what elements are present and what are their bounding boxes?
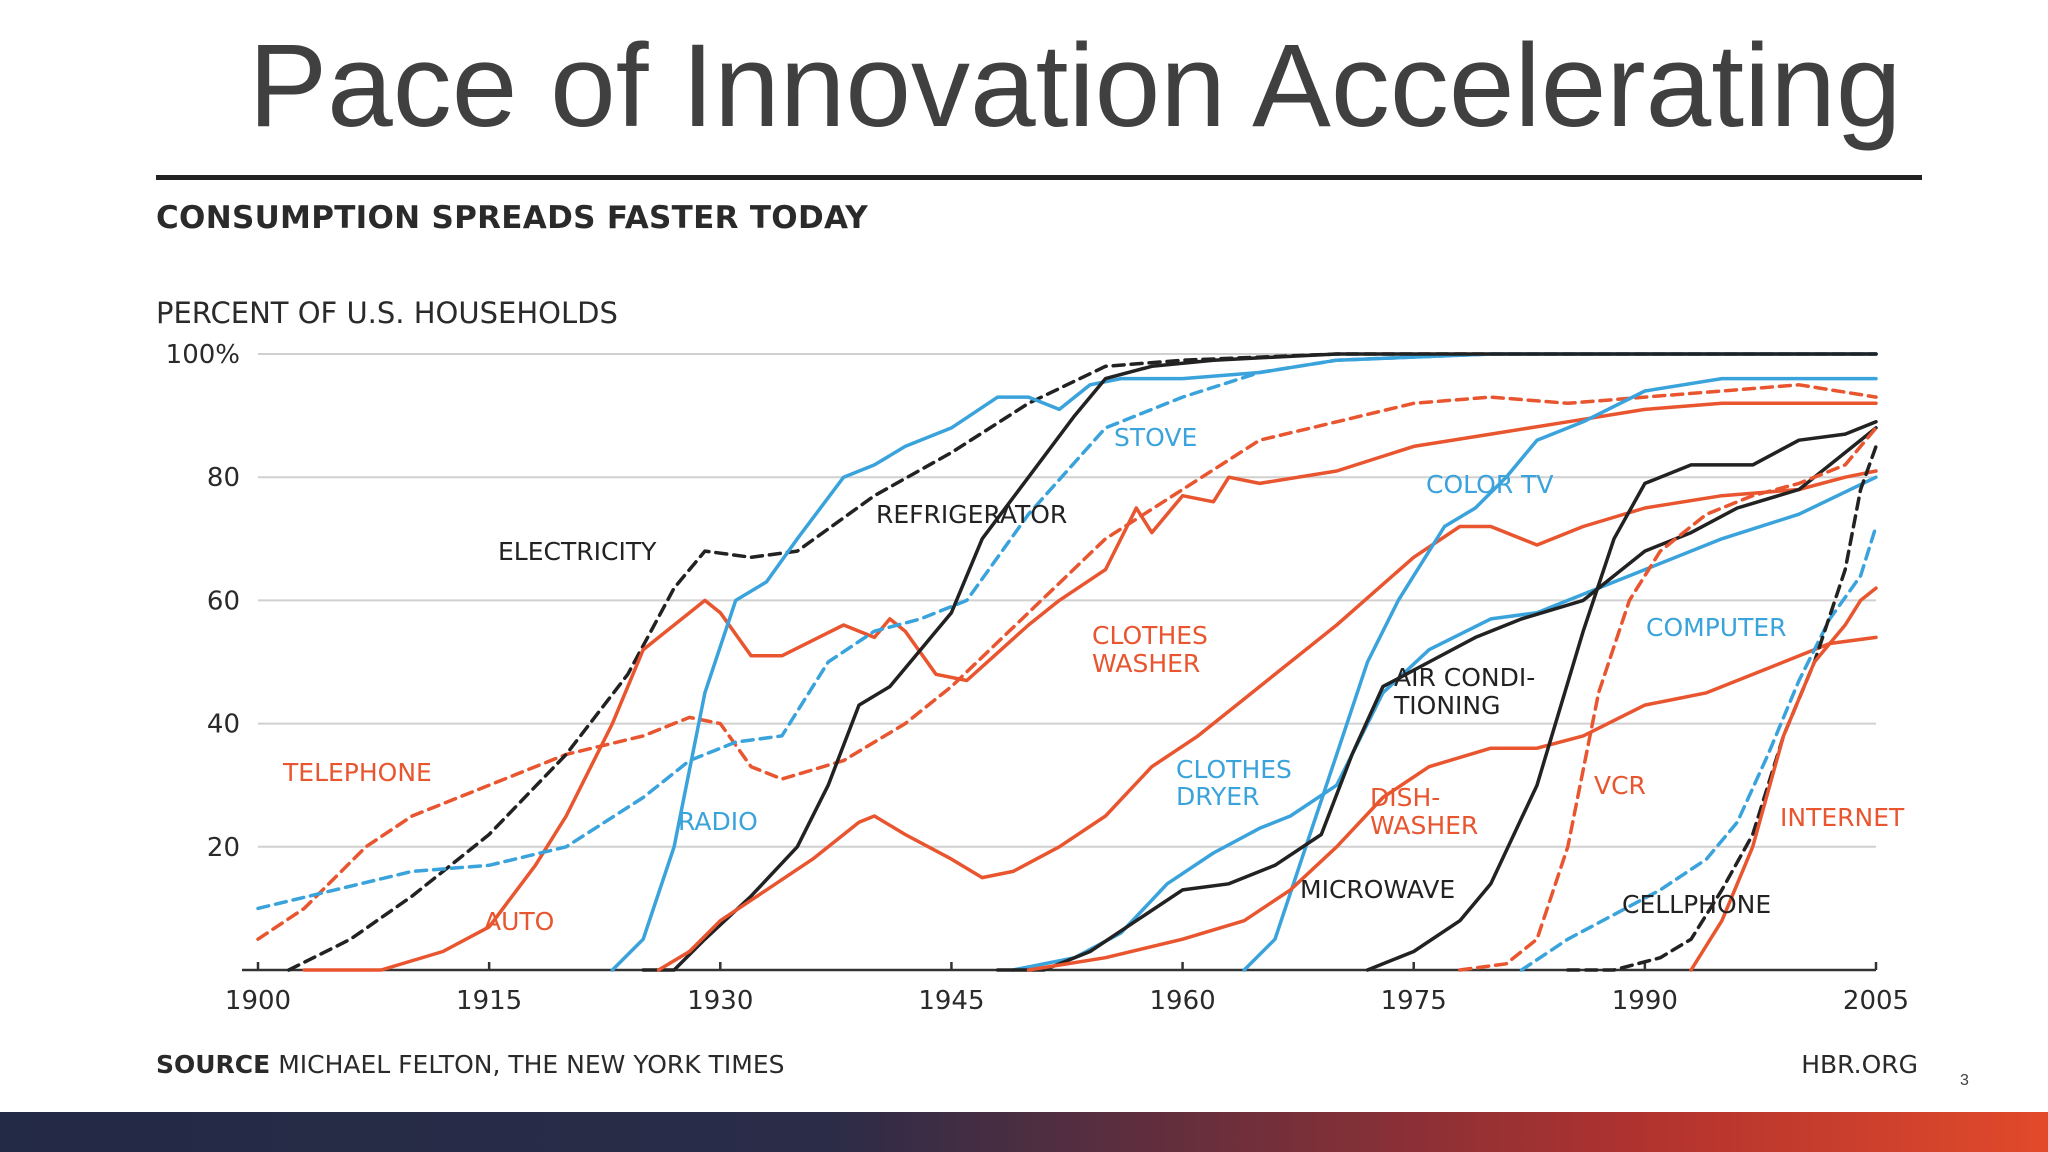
series-label: CLOTHES bbox=[1176, 755, 1292, 784]
series-label: ELECTRICITY bbox=[498, 537, 657, 566]
series-line-color-tv bbox=[1242, 376, 1878, 972]
series-label: MICROWAVE bbox=[1300, 875, 1455, 904]
x-tick-label: 1960 bbox=[1149, 986, 1215, 1016]
series-label: AIR CONDI- bbox=[1394, 663, 1535, 692]
y-tick-label: 60 bbox=[207, 586, 240, 616]
y-tick-label: 80 bbox=[207, 463, 240, 493]
series-label: DISH- bbox=[1370, 783, 1440, 812]
y-axis-label: PERCENT OF U.S. HOUSEHOLDS bbox=[156, 296, 618, 330]
x-tick-label: 1945 bbox=[918, 986, 984, 1016]
series-label: VCR bbox=[1594, 771, 1646, 800]
series-label: CELLPHONE bbox=[1622, 890, 1771, 919]
chart-grid bbox=[242, 353, 1878, 972]
series-line-radio bbox=[610, 352, 1878, 972]
x-tick-label: 1915 bbox=[456, 986, 522, 1016]
slide-title: Pace of Innovation Accelerating bbox=[248, 20, 1902, 152]
series-label: INTERNET bbox=[1780, 803, 1905, 832]
source-text: MICHAEL FELTON, THE NEW YORK TIMES bbox=[278, 1050, 785, 1079]
series-label: REFRIGERATOR bbox=[876, 500, 1067, 529]
series-label: COLOR TV bbox=[1426, 470, 1554, 499]
series-label: WASHER bbox=[1370, 811, 1478, 840]
series-label: TELEPHONE bbox=[282, 758, 432, 787]
line-chart: 100% 80 60 40 20 1900 1915 1930 1945 1960 1975 199… bbox=[166, 340, 1909, 1016]
series-line-cellphone bbox=[1566, 444, 1878, 972]
x-tick-label: 1900 bbox=[225, 986, 291, 1016]
series-label: AUTO bbox=[484, 907, 554, 936]
page-number: 3 bbox=[1960, 1072, 1969, 1089]
series-line-clothes-washer bbox=[656, 469, 1878, 972]
series-label: TIONING bbox=[1393, 691, 1500, 720]
y-tick-labels: 100% 80 60 40 20 bbox=[166, 340, 240, 863]
y-tick-label: 100% bbox=[166, 340, 240, 370]
series-line-microwave bbox=[1365, 420, 1878, 972]
series-line-vcr bbox=[1458, 426, 1878, 972]
chart-title: CONSUMPTION SPREADS FASTER TODAY bbox=[156, 200, 869, 236]
footer-gradient-bar bbox=[0, 1112, 2048, 1152]
y-tick-label: 40 bbox=[207, 710, 240, 740]
source-label: SOURCE bbox=[156, 1050, 271, 1079]
title-divider bbox=[156, 175, 1922, 180]
chart-series bbox=[256, 352, 1878, 972]
series-line-stove bbox=[256, 352, 1878, 911]
series-line-internet bbox=[1689, 586, 1878, 972]
series-label: STOVE bbox=[1114, 423, 1197, 452]
x-tick-label: 2005 bbox=[1843, 986, 1909, 1016]
series-line-telephone bbox=[256, 383, 1878, 941]
series-label: RADIO bbox=[678, 807, 758, 836]
x-tick-labels: 1900 1915 1930 1945 1960 1975 1990 2005 bbox=[225, 986, 1909, 1016]
series-label: DRYER bbox=[1176, 782, 1259, 811]
series-line-air-conditioning bbox=[995, 426, 1878, 972]
credit-label: HBR.ORG bbox=[1801, 1050, 1918, 1079]
source-note: SOURCE MICHAEL FELTON, THE NEW YORK TIME… bbox=[156, 1050, 785, 1079]
x-tick-label: 1930 bbox=[687, 986, 753, 1016]
series-line-auto bbox=[302, 401, 1878, 972]
y-tick-label: 20 bbox=[207, 833, 240, 863]
series-label: COMPUTER bbox=[1646, 613, 1787, 642]
series-labels: TELEPHONE ELECTRICITY AUTO RADIO REFRIGERATO… bbox=[282, 423, 1905, 936]
series-line-computer bbox=[1519, 524, 1878, 972]
x-tick-label: 1975 bbox=[1381, 986, 1447, 1016]
x-tick-label: 1990 bbox=[1612, 986, 1678, 1016]
series-label: CLOTHES bbox=[1092, 621, 1208, 650]
series-line-clothes-dryer bbox=[1011, 475, 1878, 972]
series-line-electricity bbox=[287, 352, 1878, 972]
series-line-dish-washer bbox=[1026, 635, 1878, 972]
series-label: WASHER bbox=[1092, 649, 1200, 678]
